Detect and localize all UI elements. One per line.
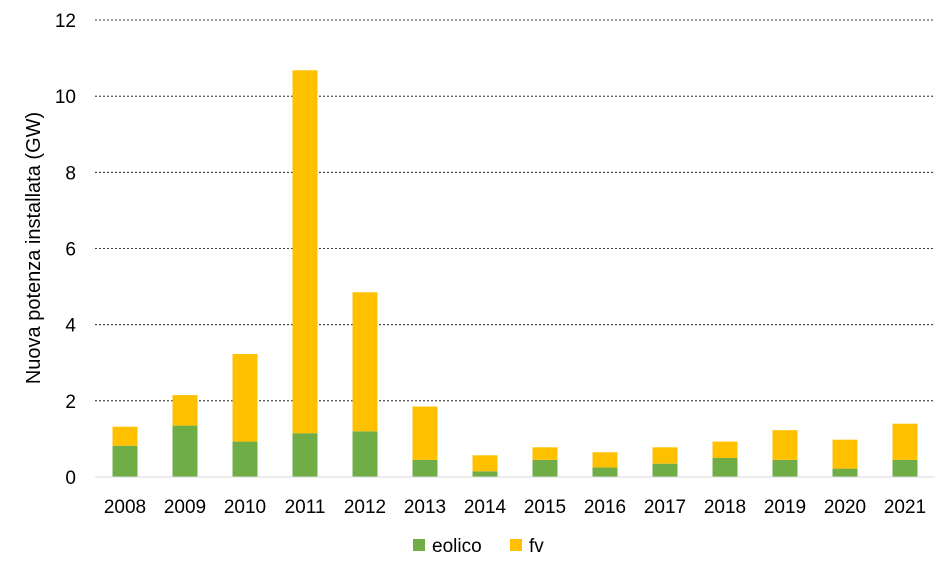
y-tick-label: 12 [55,11,76,32]
x-tick-label: 2014 [464,497,507,518]
bar-fv [652,447,678,464]
y-tick-label: 2 [65,392,76,413]
y-tick-label: 6 [65,240,76,261]
bar-fv [172,395,198,426]
bar-eolico [172,425,198,477]
x-tick-label: 2012 [344,497,386,518]
x-tick-label: 2011 [285,497,326,518]
y-axis-ticks: 0 2 4 6 8 10 12 [55,11,77,489]
bar-fv [592,452,618,468]
bar-fv [292,70,318,434]
bar-eolico [352,431,378,477]
bar-eolico [712,457,738,477]
legend: eolico fv [413,536,544,557]
x-tick-label: 2016 [584,497,626,518]
y-tick-label: 4 [65,316,76,337]
x-tick-label: 2021 [884,497,926,518]
x-axis-ticks: 2008 2009 2010 2011 2012 2013 2014 2015 2016 2017… [104,497,926,518]
y-tick-label: 10 [55,87,76,108]
bars [112,70,918,477]
x-tick-label: 2019 [764,497,806,518]
legend-swatch-eolico [413,539,425,551]
bar-fv [772,430,798,460]
bar-eolico [232,441,258,477]
bar-eolico [592,467,618,477]
legend-label-eolico: eolico [432,536,482,557]
x-tick-label: 2015 [524,497,566,518]
x-tick-label: 2013 [404,497,446,518]
y-axis-title: Nuova potenza installata (GW) [23,112,45,384]
bar-fv [232,353,258,442]
bar-eolico [292,433,318,477]
x-tick-label: 2009 [164,497,206,518]
x-tick-label: 2008 [104,497,146,518]
bar-eolico [472,471,498,477]
bar-eolico [892,459,918,477]
bar-fv [892,423,918,460]
bar-fv [352,292,378,432]
bar-eolico [772,459,798,477]
gridlines [95,19,935,402]
bar-fv [112,426,138,446]
x-tick-label: 2018 [704,497,746,518]
bar-fv [532,447,558,460]
bar-fv [412,406,438,460]
bar-eolico [412,459,438,477]
x-tick-label: 2020 [824,497,866,518]
y-tick-label: 0 [65,468,76,489]
legend-swatch-fv [510,539,522,551]
y-tick-label: 8 [65,163,76,184]
bar-fv [712,441,738,458]
bar-eolico [532,459,558,477]
bar-fv [832,439,858,469]
bar-eolico [832,468,858,477]
legend-label-fv: fv [529,536,544,557]
bar-eolico [112,445,138,477]
x-tick-label: 2017 [644,497,686,518]
bar-eolico [652,463,678,477]
x-tick-label: 2010 [224,497,266,518]
bar-fv [472,455,498,472]
